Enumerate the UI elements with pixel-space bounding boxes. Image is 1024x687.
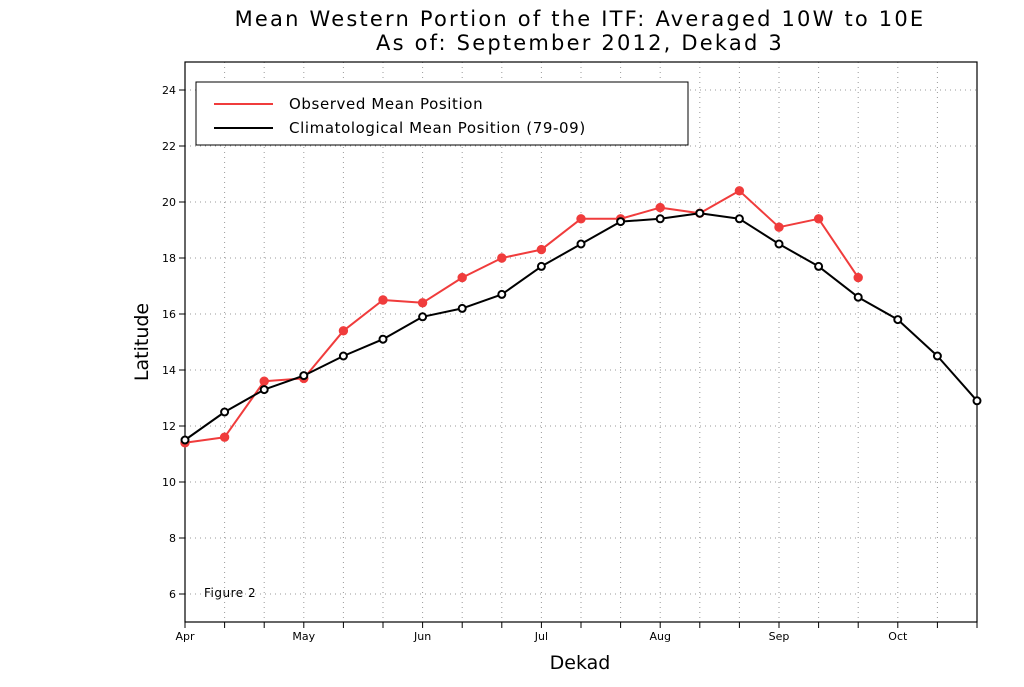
figure-annotation: Figure 2: [204, 586, 256, 600]
data-point-observed: [219, 432, 230, 442]
y-tick-label: 14: [162, 364, 176, 377]
data-point-climatological: [299, 371, 309, 381]
y-tick-label: 24: [162, 84, 176, 97]
data-point-climatological: [932, 351, 942, 361]
y-axis-label: Latitude: [131, 303, 153, 381]
data-point-observed: [813, 214, 824, 224]
x-tick-label: Aug: [649, 630, 670, 643]
chart-title: Mean Western Portion of the ITF: Average…: [235, 7, 926, 31]
data-point-observed: [536, 244, 547, 255]
data-point-observed: [655, 202, 665, 213]
data-point-climatological: [853, 292, 863, 302]
x-tick-label: May: [292, 630, 315, 643]
data-point-observed: [457, 272, 467, 283]
x-tick-label: Jun: [413, 630, 431, 643]
data-point-climatological: [893, 315, 903, 325]
data-point-climatological: [457, 303, 467, 313]
data-point-observed: [576, 214, 586, 224]
data-point-climatological: [497, 289, 507, 299]
x-tick-label: Jul: [534, 630, 548, 643]
y-tick-label: 12: [162, 420, 176, 433]
data-point-climatological: [616, 217, 626, 227]
data-point-observed: [774, 222, 784, 232]
series: [180, 186, 982, 448]
data-point-observed: [259, 376, 269, 386]
data-point-observed: [417, 298, 428, 308]
data-point-observed: [734, 186, 745, 196]
legend-label-climatological: Climatological Mean Position (79-09): [289, 119, 586, 137]
data-point-climatological: [220, 407, 230, 417]
x-axis-label: Dekad: [550, 652, 611, 674]
data-point-climatological: [259, 385, 269, 395]
y-tick-label: 16: [162, 308, 176, 321]
grid: [185, 62, 977, 622]
y-tick-label: 22: [162, 140, 176, 153]
y-tick-label: 18: [162, 252, 176, 265]
data-point-climatological: [536, 261, 546, 271]
data-point-climatological: [655, 214, 665, 224]
data-point-climatological: [338, 351, 348, 361]
data-point-climatological: [180, 435, 190, 445]
axis-ticks: 6 8 10 12 14 16 18 20 22 24 Apr May Jun Jul Aug Sep Oct: [162, 84, 978, 643]
data-point-climatological: [378, 334, 388, 344]
y-tick-label: 10: [162, 476, 176, 489]
data-point-observed: [338, 326, 349, 336]
legend: Observed Mean Position Climatological Me…: [195, 81, 689, 146]
data-point-observed: [378, 295, 388, 305]
y-tick-label: 20: [162, 196, 176, 209]
chart-subtitle: As of: September 2012, Dekad 3: [376, 31, 784, 55]
x-tick-label: Sep: [769, 630, 790, 643]
data-point-observed: [853, 272, 863, 283]
data-point-climatological: [576, 239, 586, 249]
data-point-climatological: [814, 261, 824, 271]
series-line-observed: [184, 189, 860, 444]
legend-label-observed: Observed Mean Position: [289, 95, 483, 113]
data-point-climatological: [972, 396, 982, 406]
x-tick-label: Apr: [175, 630, 195, 643]
x-tick-label: Oct: [888, 630, 908, 643]
y-tick-label: 6: [169, 588, 176, 601]
data-point-climatological: [418, 312, 428, 322]
data-point-climatological: [734, 214, 744, 224]
data-point-climatological: [774, 239, 784, 249]
data-point-observed: [497, 253, 507, 263]
y-tick-label: 8: [169, 532, 176, 545]
legend-box: [195, 81, 689, 146]
data-point-climatological: [695, 208, 705, 218]
